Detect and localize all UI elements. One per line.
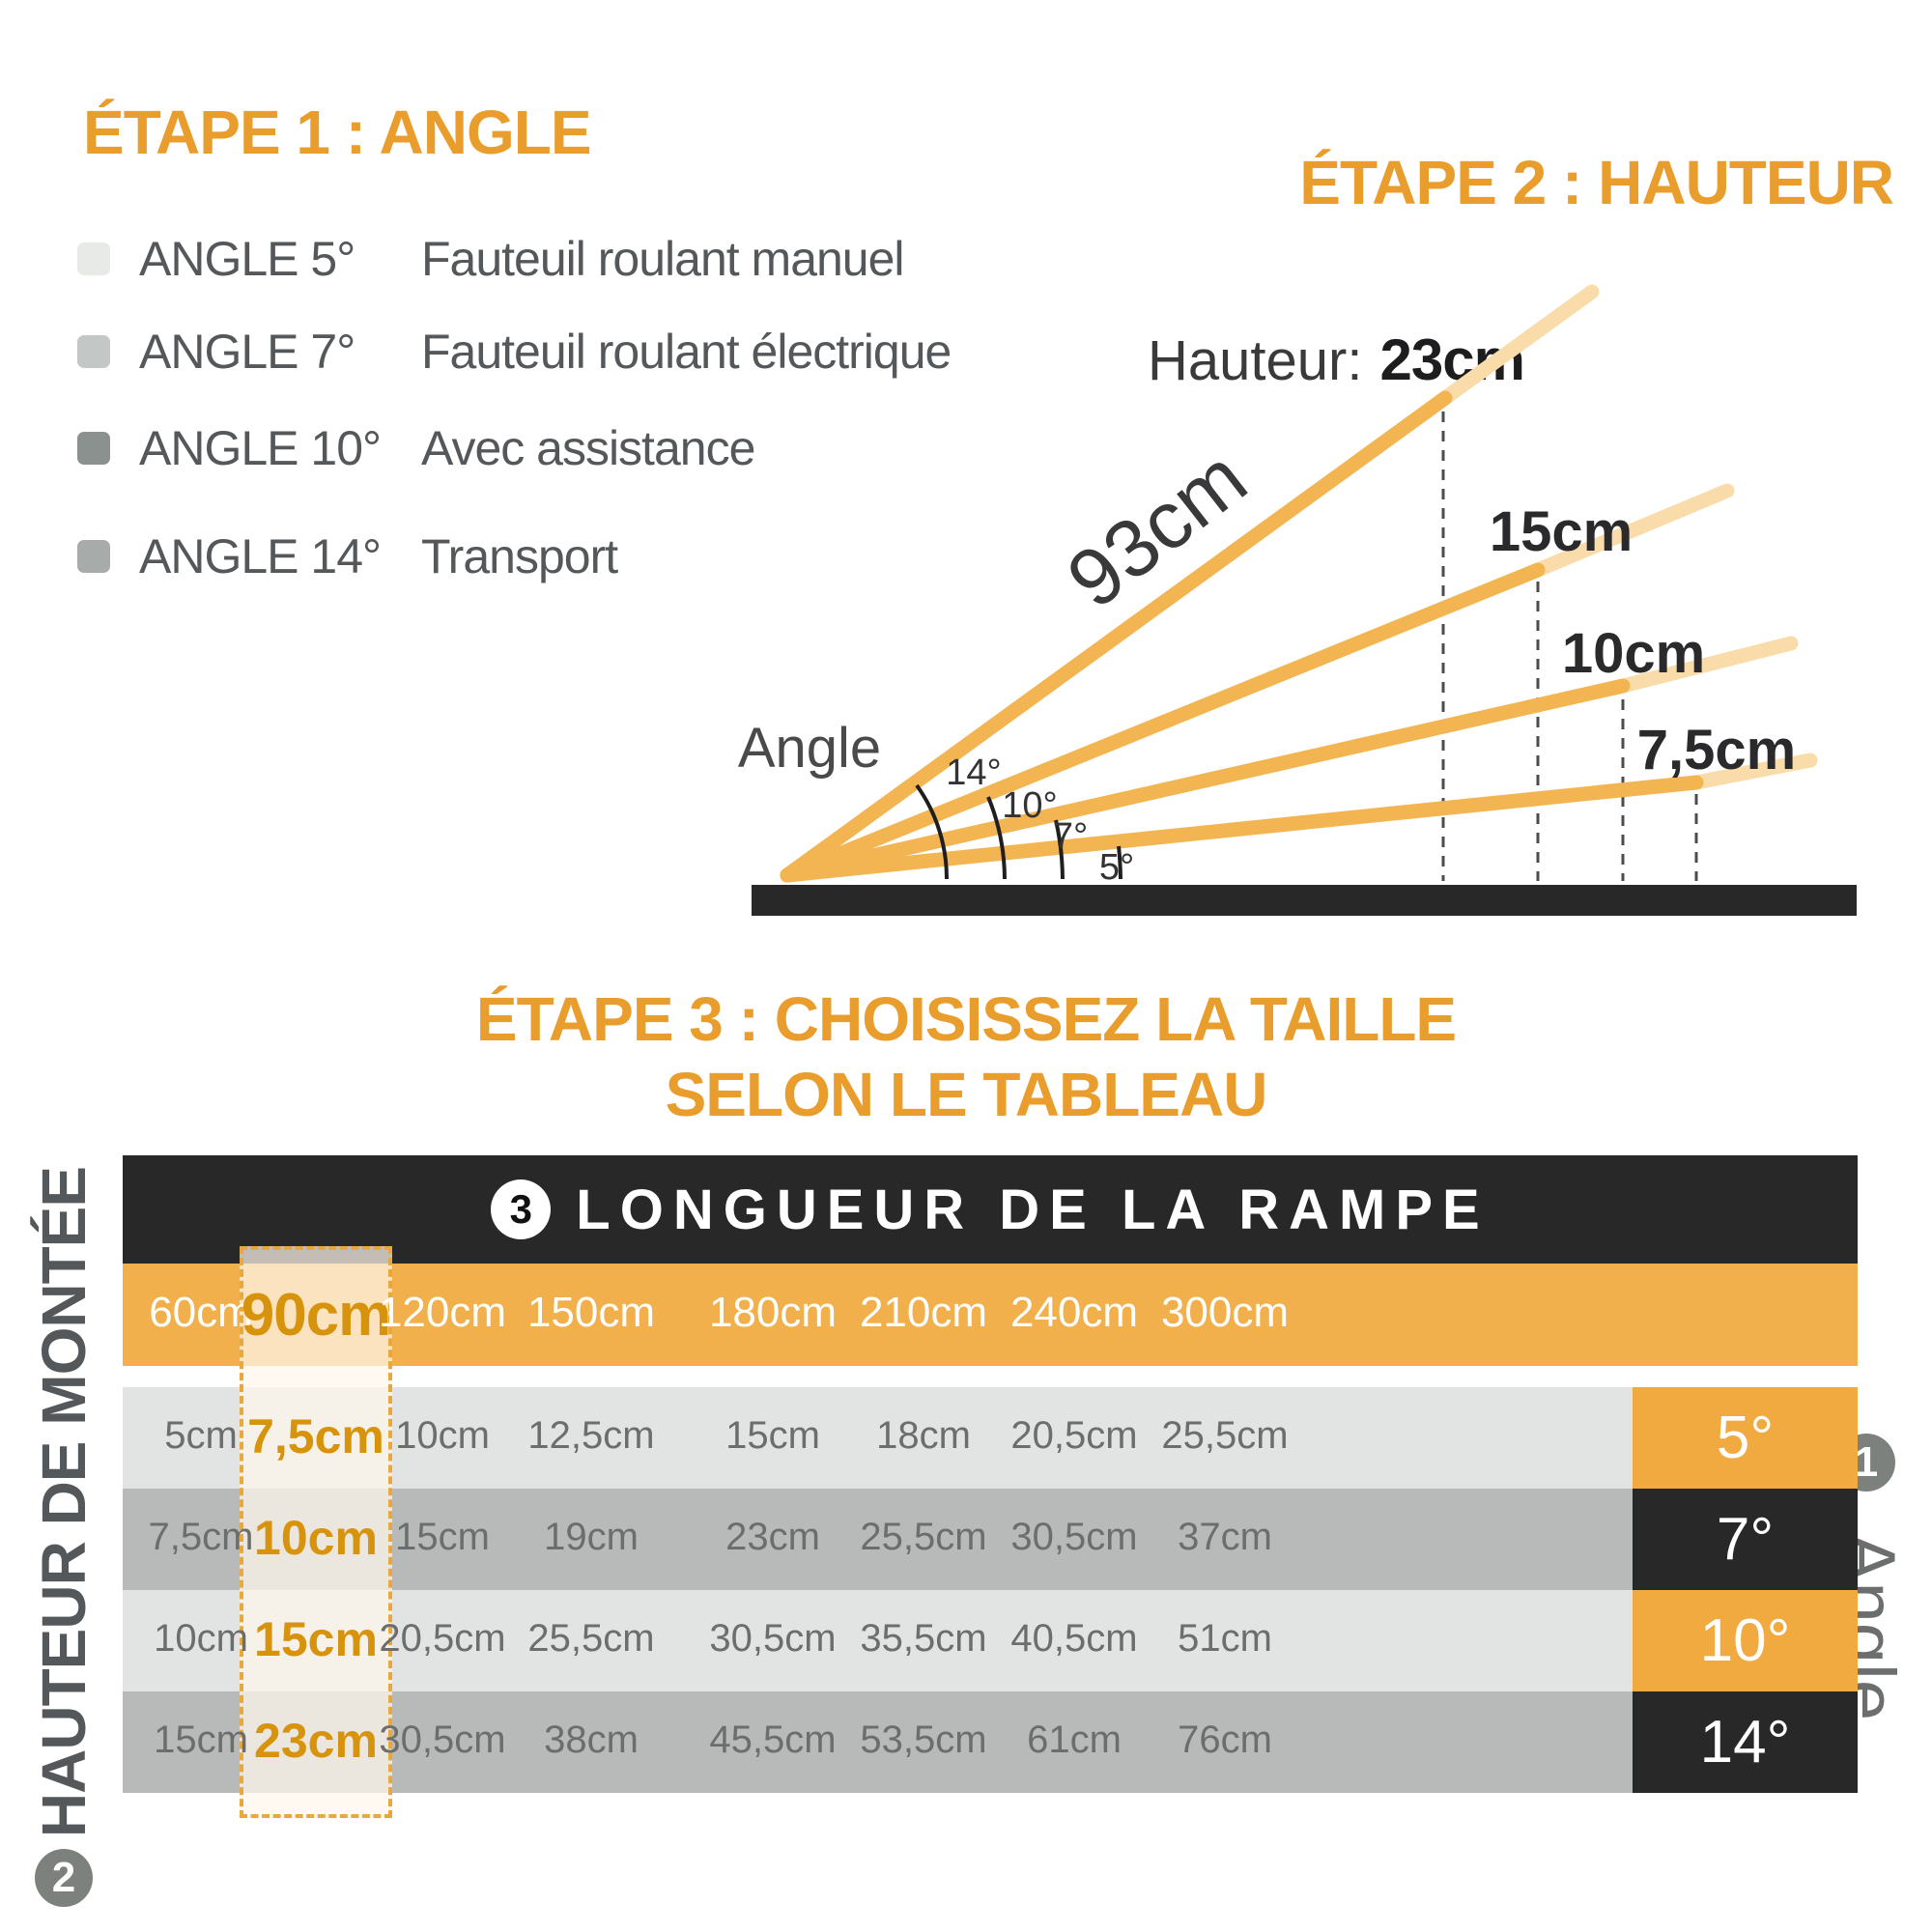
angle-10-swatch-icon [77,432,110,465]
angle-arcs [915,783,1122,880]
ramp-10deg [780,562,1546,883]
table-cell: 61cm [1027,1719,1122,1761]
angle-cell-label-10deg: 10° [1699,1607,1791,1674]
table-cell: 30,5cm [379,1719,506,1761]
table-cell: 19cm [544,1516,639,1558]
arc-label-5: 5° [1099,847,1134,888]
ramps [780,390,1704,883]
table-cell: 15cm [154,1719,248,1761]
legend-item-angle-5: ANGLE 5° Fauteuil roulant manuel [77,230,905,288]
table-cell-highlight: 15cm [254,1612,378,1666]
legend-label: ANGLE 5° [139,232,355,286]
step2-title: ÉTAPE 2 : HAUTEUR [1299,148,1894,217]
legend-desc: Fauteuil roulant électrique [421,325,952,379]
legend-desc: Fauteuil roulant manuel [421,232,905,286]
table-cell: 12,5cm [527,1414,655,1457]
legend-label: ANGLE 14° [139,529,382,583]
col-header-60cm: 60cm [149,1289,253,1336]
ground-bar [752,885,1857,916]
angle-cell-label-7deg: 7° [1716,1506,1775,1573]
table-title: LONGUEUR DE LA RAMPE [576,1178,1490,1241]
ramp-14deg [780,390,1453,883]
table-cell: 23cm [725,1516,820,1558]
table-cell: 53,5cm [860,1719,987,1761]
col-header-300cm: 300cm [1160,1289,1290,1336]
height-label-15cm: 15cm [1490,500,1633,563]
table-cell-highlight: 10cm [254,1511,378,1565]
table-cell: 76cm [1178,1719,1272,1761]
angle-cell-14deg [1633,1691,1858,1793]
table-cell: 10cm [154,1617,248,1660]
table-cell: 18cm [876,1414,971,1457]
table-cell: 20,5cm [379,1617,506,1660]
table-cell: 37cm [1178,1516,1272,1558]
arc-14deg [915,783,950,880]
arc-5deg [1117,845,1122,880]
col-header-210cm: 210cm [859,1289,988,1336]
step3-title-line1: ÉTAPE 3 : CHOISISSEZ LA TAILLE [475,984,1457,1054]
step3-title-line2: SELON LE TABLEAU [665,1060,1268,1129]
col-header-240cm: 240cm [1009,1289,1139,1336]
arc-label-14: 14° [946,753,1001,793]
table-cell: 30,5cm [1010,1516,1138,1558]
arc-7deg [1054,819,1065,880]
hauteur-label: Hauteur: [1148,329,1363,392]
table-cell: 25,5cm [527,1617,655,1660]
table-cell: 45,5cm [709,1719,837,1761]
table-cell-highlight: 7,5cm [247,1409,384,1463]
arc-10deg [986,796,1007,880]
table-cell: 10cm [395,1414,490,1457]
ramp-7deg [780,678,1631,883]
legend-desc: Transport [421,529,618,583]
table-cell: 38cm [544,1719,639,1761]
height-label-7-5cm: 7,5cm [1637,719,1796,781]
table-header-bar: 3 LONGUEUR DE LA RAMPE [123,1155,1858,1264]
height-label-10cm: 10cm [1562,622,1705,685]
legend-label: ANGLE 10° [139,421,382,475]
highlighted-column-90cm [240,1246,392,1818]
angle-cell-label-14deg: 14° [1699,1709,1791,1776]
legend-item-angle-10: ANGLE 10° Avec assistance [77,419,755,477]
col-header-90cm: 90cm [241,1282,392,1349]
badge-3-icon: 3 [491,1179,552,1239]
table-cell: 5cm [164,1414,238,1457]
legend-item-angle-7: ANGLE 7° Fauteuil roulant électrique [77,323,952,381]
angle-caption: Angle [738,717,881,780]
table-cell: 15cm [725,1414,820,1457]
col-header-150cm: 150cm [526,1289,656,1336]
legend-desc: Avec assistance [421,421,755,475]
ramp-extensions [1437,284,1818,790]
angle-cell-7deg [1633,1489,1858,1590]
legend-item-angle-14: ANGLE 14° Transport [77,527,618,585]
table-cell: 25,5cm [1161,1414,1289,1457]
table-cell: 20,5cm [1010,1414,1138,1457]
table-cell: 40,5cm [1010,1617,1138,1660]
angle-7-swatch-icon [77,335,110,368]
legend-label: ANGLE 7° [139,325,355,379]
ramp-5deg [780,775,1704,883]
badge-2-icon: 2 [35,1849,93,1907]
table-cell: 30,5cm [709,1617,837,1660]
table-cell: 15cm [395,1516,490,1558]
table-cell: 7,5cm [148,1516,254,1558]
table-cell: 51cm [1178,1617,1272,1660]
step1-title: ÉTAPE 1 : ANGLE [83,98,591,167]
angle-14-swatch-icon [77,540,110,573]
arc-label-10: 10° [1002,785,1057,826]
table-cell: 25,5cm [860,1516,987,1558]
angle-cell-5deg [1633,1387,1858,1489]
col-header-120cm: 120cm [378,1289,507,1336]
angle-cell-label-5deg: 5° [1716,1405,1775,1471]
col-header-180cm: 180cm [708,1289,838,1336]
arc-label-7: 7° [1053,816,1088,857]
table-cell: 35,5cm [860,1617,987,1660]
angle-5-swatch-icon [77,242,110,275]
column-header-row [123,1264,1858,1366]
angle-cell-10deg [1633,1590,1858,1691]
table-cell-highlight: 23cm [254,1714,378,1768]
